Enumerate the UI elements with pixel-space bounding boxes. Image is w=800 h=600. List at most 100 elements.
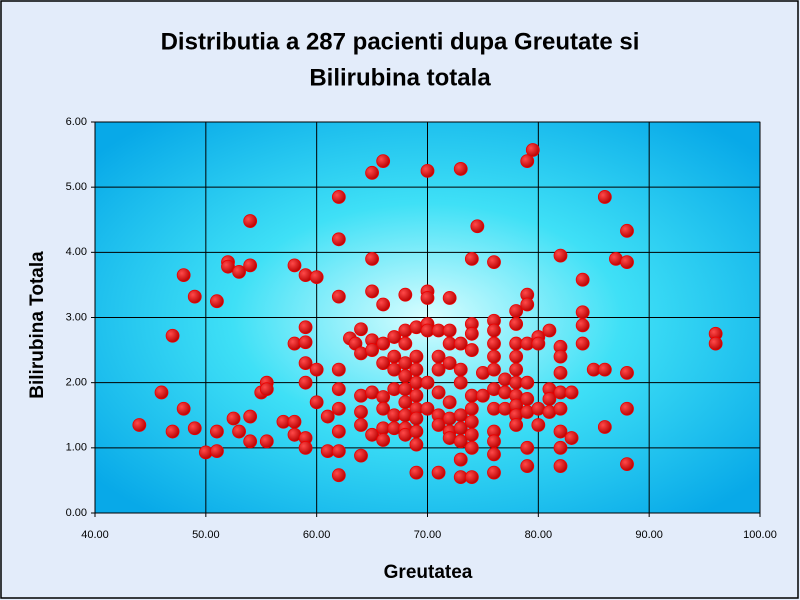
point [564,431,579,445]
x-tick-label: 100.00 [743,529,777,541]
point [431,465,446,480]
point [464,414,479,429]
point [431,362,446,377]
point [387,362,402,377]
point [176,401,191,416]
point [309,362,324,377]
point [354,418,368,432]
point [298,320,313,335]
point [442,356,457,371]
point [509,418,524,432]
point [132,418,147,432]
point [376,356,391,371]
x-tick-label: 50.00 [192,529,220,541]
x-tick-label: 70.00 [414,529,442,541]
point [575,305,590,320]
point [464,251,479,266]
point [298,440,313,455]
point [331,190,346,204]
point [287,414,302,429]
point [575,318,590,333]
point [165,424,180,439]
point [331,468,346,483]
point [309,395,324,410]
point [509,349,524,364]
point [354,405,368,419]
point [331,232,346,247]
point [226,411,241,426]
point [487,255,501,270]
point [354,322,368,337]
point [259,434,274,449]
point [376,336,391,351]
point [442,323,457,338]
point [365,343,379,357]
point [708,336,723,351]
point [575,272,590,287]
chart-title: Distributia a 287 pacienti dupa Greutate… [161,28,640,55]
point [470,219,485,234]
point [243,434,258,449]
point [232,424,246,439]
point [553,349,568,364]
point [620,255,634,270]
point [365,427,379,442]
point [464,326,479,341]
point [154,385,169,400]
point [420,375,435,390]
y-tick-label: 2.00 [66,377,87,389]
point [597,420,612,434]
y-tick-label: 0.00 [66,507,87,519]
point [453,362,468,377]
point [221,259,235,274]
point [376,433,391,447]
point [210,294,224,309]
point [597,362,612,377]
x-axis-label: Greutatea [384,562,473,583]
point [464,427,479,442]
point [464,470,479,485]
y-tick-label: 5.00 [66,181,87,193]
point [376,154,391,169]
point [509,362,524,377]
y-axis-label: Bilirubina Totala [27,251,48,399]
point [376,390,391,404]
point [420,163,435,178]
point [420,291,435,305]
point [376,297,391,312]
point [409,437,424,452]
point [298,375,313,390]
point [553,424,568,439]
x-tick-label: 40.00 [81,529,109,541]
point [442,395,457,410]
point [453,434,468,449]
point [331,382,346,397]
point [564,385,579,400]
point [487,434,501,449]
point [409,424,424,439]
point [243,409,258,424]
point [520,375,535,390]
point [620,365,634,380]
y-tick-label: 6.00 [66,116,87,128]
point [243,258,258,273]
point [431,385,446,400]
point [309,270,324,284]
x-tick-label: 80.00 [525,529,553,541]
point [464,440,479,455]
point [298,356,313,371]
point [365,284,379,299]
point [376,401,391,416]
point [243,214,258,228]
point [464,343,479,357]
point [453,336,468,351]
point [320,409,335,424]
point [520,297,535,312]
point [509,317,524,331]
point [542,323,557,338]
point [165,328,180,343]
point [259,382,274,397]
